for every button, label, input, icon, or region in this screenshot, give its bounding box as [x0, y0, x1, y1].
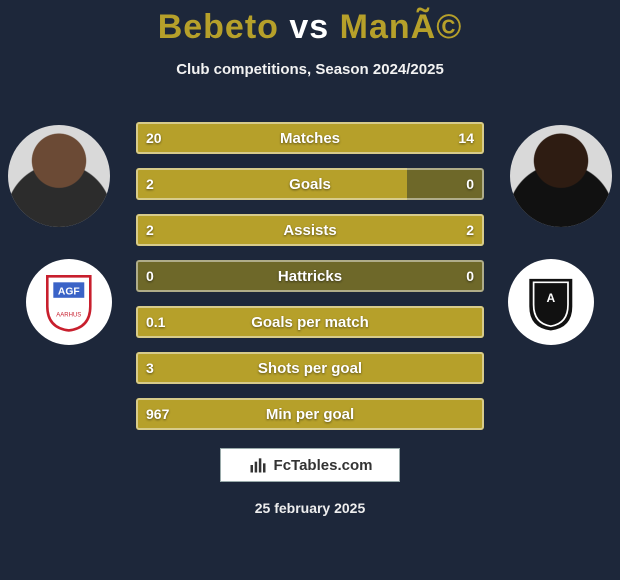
stat-row: 967Min per goal [136, 398, 484, 430]
title-right-name: ManÃ© [340, 8, 463, 46]
svg-text:AARHUS: AARHUS [56, 313, 81, 319]
stat-label: Goals per match [136, 306, 484, 338]
shield-icon: AGF AARHUS [43, 272, 95, 332]
chart-icon [248, 455, 268, 475]
stat-label: Matches [136, 122, 484, 154]
stat-row: 22Assists [136, 214, 484, 246]
stat-label: Goals [136, 168, 484, 200]
club-logo-left: AGF AARHUS [26, 259, 112, 345]
stat-row: 2014Matches [136, 122, 484, 154]
site-name: FcTables.com [274, 457, 373, 474]
stat-label: Assists [136, 214, 484, 246]
stats-bars: 2014Matches 20Goals 22Assists 00Hattricks 0.… [136, 122, 484, 444]
page-title: Bebeto vs ManÃ© [0, 0, 620, 47]
player-photo-right [510, 125, 612, 227]
footer-date: 25 february 2025 [0, 500, 620, 516]
avatar-placeholder [8, 125, 110, 227]
stat-label: Hattricks [136, 260, 484, 292]
stat-row: 00Hattricks [136, 260, 484, 292]
title-left-name: Bebeto [158, 8, 279, 46]
stat-row: 20Goals [136, 168, 484, 200]
svg-text:A: A [547, 291, 556, 305]
player-photo-left [8, 125, 110, 227]
stat-row: 3Shots per goal [136, 352, 484, 384]
subtitle: Club competitions, Season 2024/2025 [0, 61, 620, 78]
svg-text:AGF: AGF [58, 286, 80, 297]
title-vs: vs [289, 8, 329, 46]
stat-label: Shots per goal [136, 352, 484, 384]
avatar-placeholder [510, 125, 612, 227]
stat-row: 0.1Goals per match [136, 306, 484, 338]
site-logo[interactable]: FcTables.com [220, 448, 400, 482]
stat-label: Min per goal [136, 398, 484, 430]
club-logo-right: A [508, 259, 594, 345]
shield-icon: A [525, 272, 577, 332]
